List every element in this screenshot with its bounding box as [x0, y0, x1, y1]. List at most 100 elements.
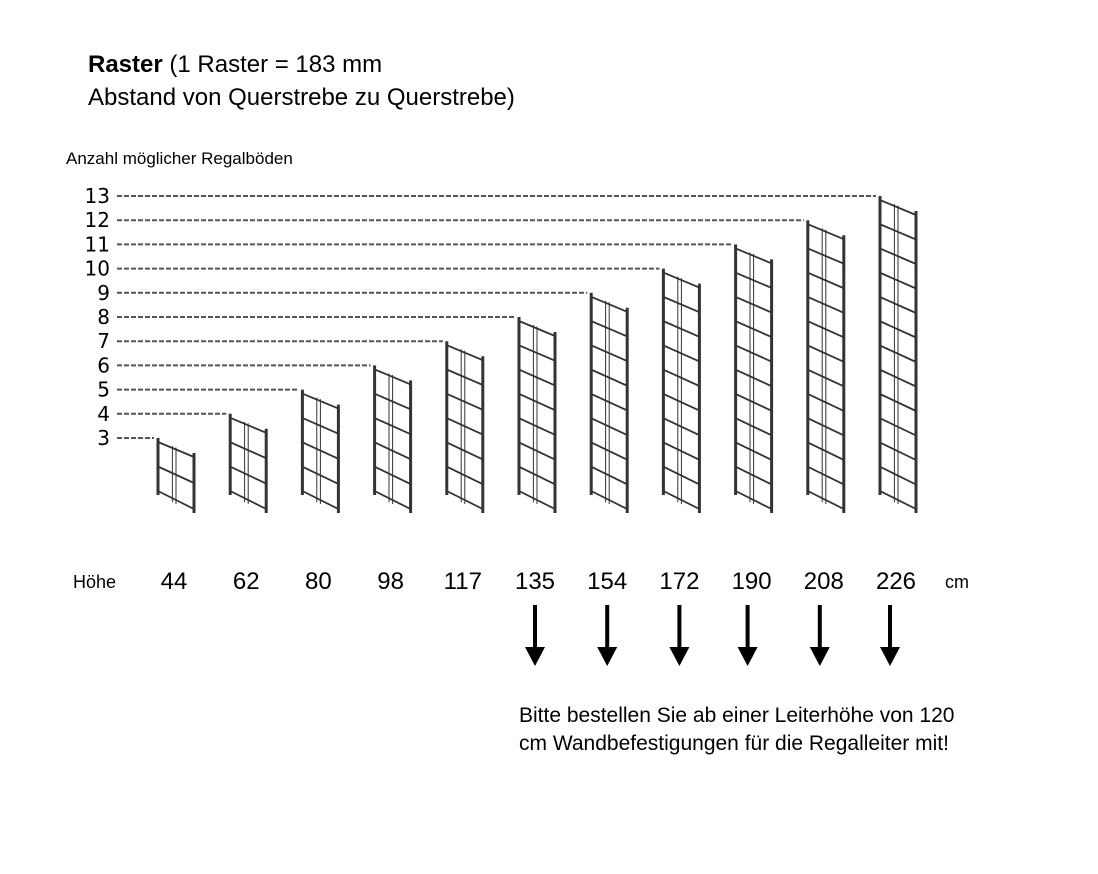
ladder-crossbar [446, 441, 484, 461]
ladder-crossbar [590, 393, 628, 412]
shelf-count-label: 3 [97, 426, 110, 450]
title-bold: Raster [88, 51, 163, 78]
ladder-crossbar [807, 320, 845, 339]
ladder-crossbar [374, 465, 411, 485]
ladder-crossbar [879, 199, 917, 216]
title-line1: (1 Raster = 183 mm [162, 51, 383, 78]
arrow-down-icon [737, 647, 758, 666]
height-value: 226 [876, 568, 916, 595]
shelf-count-label: 13 [85, 184, 110, 208]
shelf-count-label: 8 [97, 305, 110, 329]
ladder-crossbar [735, 393, 772, 412]
ladder-crossbar [229, 465, 267, 485]
ladder-crossbar [879, 320, 917, 339]
ladder-crossbar [663, 465, 700, 486]
ladder-crossbar [663, 344, 700, 363]
ladder-crossbar [663, 393, 700, 412]
title: Raster (1 Raster = 183 mm Abstand von Que… [88, 48, 515, 114]
ladder-crossbar [518, 368, 556, 387]
ladder-crossbar [590, 368, 628, 387]
ladder-crossbar [879, 223, 917, 241]
arrow-down-icon [597, 647, 618, 666]
ladder-crossbar [590, 465, 628, 486]
ladder-crossbar [879, 417, 917, 437]
ladder-crossbar [590, 417, 628, 436]
ladder-crossbar [302, 441, 339, 460]
ladder-crossbar [157, 465, 195, 484]
shelf-count-label: 12 [85, 208, 110, 232]
height-value: 98 [377, 568, 404, 595]
arrow-down-icon [669, 647, 690, 666]
ladder-crossbar [807, 271, 845, 290]
arrow-down-icon [880, 647, 900, 666]
ladder-crossbar [446, 344, 484, 362]
ladder-crossbar [735, 344, 772, 363]
height-value: 117 [444, 568, 482, 595]
ladder-crossbar [879, 271, 917, 290]
ladder-crossbar [735, 417, 772, 437]
ladder-crossbar [590, 490, 628, 510]
ladder-crossbar [663, 296, 700, 314]
shelf-count-label: 7 [97, 329, 110, 353]
shelf-count-label: 11 [85, 232, 110, 256]
ladder-crossbar [518, 393, 556, 411]
ladder-crossbar [735, 247, 772, 265]
height-value: 208 [804, 568, 844, 595]
ladder-crossbar [807, 393, 845, 412]
ladder-crossbar [518, 417, 556, 436]
ladder-crossbar [157, 490, 195, 510]
ladder-crossbar [807, 344, 845, 363]
ladder-crossbar [157, 441, 195, 458]
ladder-crossbar [590, 295, 628, 313]
ladder-crossbar [807, 247, 845, 265]
ladder-crossbar [590, 441, 628, 461]
ladder-crossbar [229, 490, 267, 510]
arrow-down-icon [809, 647, 830, 666]
ladder-crossbar [302, 465, 339, 485]
ladder-crossbar [518, 465, 556, 486]
ladder-crossbar [518, 441, 556, 461]
ladder-crossbar [374, 392, 411, 411]
ladder-crossbar [879, 368, 917, 388]
ladder-crossbar [879, 296, 917, 314]
ladder-crossbar [446, 465, 484, 486]
ladder-crossbar [735, 368, 772, 388]
ladder-crossbar [446, 368, 484, 386]
ladder-crossbar [374, 441, 411, 460]
ladder-crossbar [663, 271, 700, 289]
ladder-crossbar [301, 490, 339, 510]
ladder-crossbar [518, 320, 556, 337]
ladder-crossbar [518, 344, 556, 362]
ladder-crossbar [807, 368, 845, 388]
ladder-crossbar [735, 465, 772, 486]
height-value: 44 [161, 568, 188, 595]
ladder-crossbar [663, 320, 700, 338]
ladder-crossbar [807, 441, 845, 461]
ladder-crossbar [446, 490, 484, 510]
shelf-count-label: 10 [85, 257, 110, 281]
ladder-crossbar [735, 490, 773, 510]
ladder-crossbar [663, 368, 700, 387]
ladder-crossbar [302, 417, 339, 435]
height-unit: cm [945, 572, 969, 592]
ladder-crossbar [374, 417, 411, 436]
y-axis-label: Anzahl möglicher Regalböden [66, 149, 293, 168]
ladder-crossbar [879, 247, 917, 265]
height-value: 172 [659, 568, 699, 595]
ladder-crossbar [807, 465, 845, 486]
height-value: 80 [305, 568, 332, 595]
ladder-crossbar [879, 393, 917, 412]
shelf-count-label: 6 [97, 353, 110, 377]
ladder-crossbar [735, 320, 772, 338]
height-value: 190 [732, 568, 772, 595]
ladder-crossbar [446, 417, 484, 436]
shelf-count-label: 4 [97, 402, 110, 426]
ladder-crossbar [229, 416, 267, 434]
ladder-crossbar [879, 490, 917, 510]
ladder-crossbar [879, 344, 917, 363]
ladder-crossbar [590, 320, 628, 338]
shelf-count-label: 5 [97, 378, 110, 402]
ladder-crossbar [663, 417, 700, 437]
ladder-crossbar [374, 368, 411, 386]
